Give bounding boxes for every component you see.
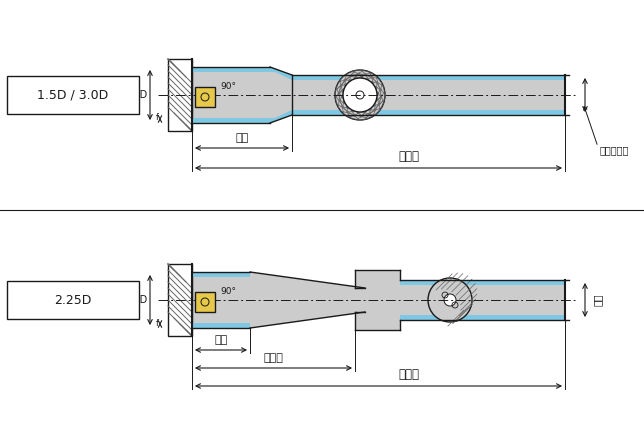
Text: 全　長: 全 長 (398, 150, 419, 163)
Circle shape (335, 70, 385, 120)
Bar (195, 87, 215, 107)
Bar (195, 292, 215, 312)
FancyBboxPatch shape (7, 76, 139, 114)
Text: 2.25D: 2.25D (54, 294, 91, 306)
Text: ΦD: ΦD (133, 295, 148, 305)
Polygon shape (168, 59, 192, 131)
Polygon shape (192, 323, 250, 328)
Text: 首下長: 首下長 (263, 353, 283, 363)
Bar (400, 280, 565, 285)
Circle shape (444, 294, 456, 306)
Text: 90°: 90° (220, 287, 236, 296)
Text: シャンク径: シャンク径 (600, 145, 629, 155)
Circle shape (428, 278, 472, 322)
Polygon shape (192, 110, 565, 123)
Polygon shape (192, 270, 565, 330)
Text: 1.5D / 3.0D: 1.5D / 3.0D (37, 89, 109, 101)
Text: 傍径: 傍径 (593, 294, 603, 306)
Polygon shape (192, 67, 565, 80)
FancyBboxPatch shape (7, 281, 139, 319)
Text: 溝長: 溝長 (214, 335, 227, 345)
Text: 溝長: 溝長 (235, 133, 249, 143)
Polygon shape (192, 67, 565, 123)
Polygon shape (192, 272, 250, 277)
Text: f: f (156, 113, 159, 122)
Polygon shape (168, 264, 192, 336)
Circle shape (356, 91, 364, 99)
Text: 全　長: 全 長 (398, 368, 419, 381)
Text: 90°: 90° (220, 82, 236, 91)
Text: ΦD: ΦD (133, 90, 148, 100)
Circle shape (343, 78, 377, 112)
Text: f: f (156, 319, 159, 329)
Bar (400, 315, 565, 320)
